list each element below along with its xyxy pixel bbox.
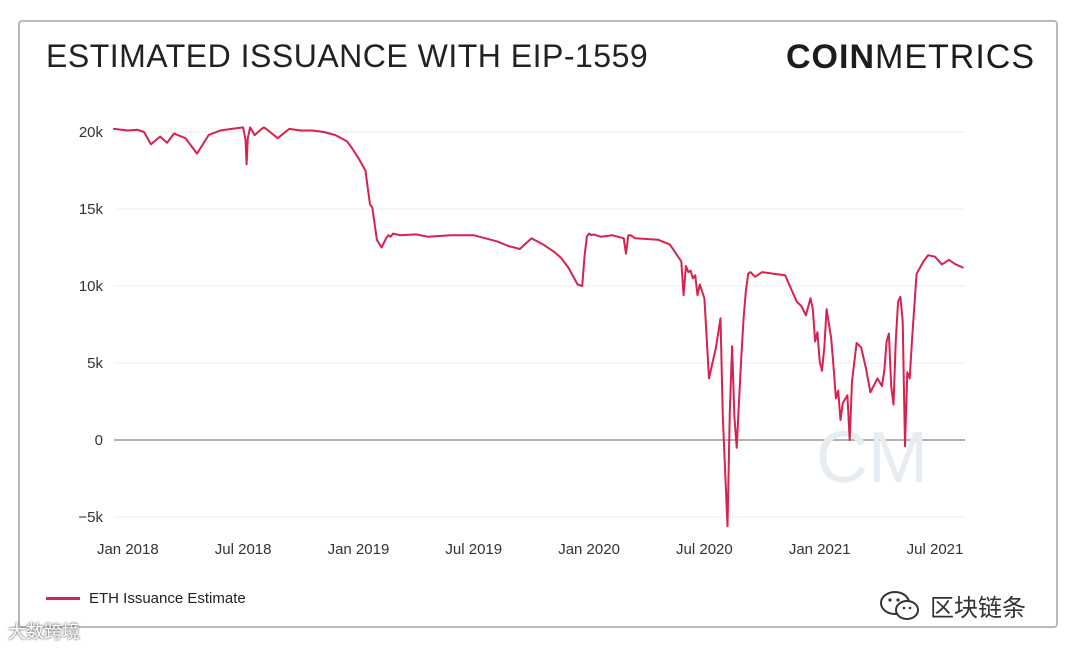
chart-frame xyxy=(18,20,1058,628)
brand-logo: COINMETRICS xyxy=(786,38,1035,77)
chart-title: ESTIMATED ISSUANCE WITH EIP-1559 xyxy=(46,38,649,74)
y-tick-label: 15k xyxy=(79,201,104,218)
x-tick-label: Jul 2019 xyxy=(445,541,502,558)
series-line-0[interactable] xyxy=(113,126,964,528)
wechat-icon xyxy=(880,590,919,620)
y-tick-label: 5k xyxy=(87,355,103,372)
x-tick-label: Jul 2021 xyxy=(907,541,964,558)
x-tick-label: Jul 2020 xyxy=(676,541,733,558)
x-tick-label: Jan 2021 xyxy=(789,541,851,558)
x-tick-label: Jul 2018 xyxy=(215,541,272,558)
chart-watermark: CM xyxy=(816,418,928,498)
brand-logo-bold: COIN xyxy=(786,38,875,76)
legend-label: ETH Issuance Estimate xyxy=(89,590,246,607)
y-tick-label: −5k xyxy=(78,509,103,526)
y-tick-label: 10k xyxy=(79,278,104,295)
legend-swatch xyxy=(46,597,80,600)
y-axis-labels: −5k 0 5k 10k 15k 20k xyxy=(78,124,103,526)
y-tick-label: 20k xyxy=(79,124,104,141)
brand-logo-light: METRICS xyxy=(875,38,1035,76)
watermark-left: 大数跨境 xyxy=(8,618,80,644)
watermark-right-text: 区块链条 xyxy=(930,594,1026,622)
series xyxy=(113,126,964,528)
x-axis-labels: Jan 2018 Jul 2018 Jan 2019 Jul 2019 Jan 2020… xyxy=(97,541,963,558)
x-tick-label: Jan 2018 xyxy=(97,541,159,558)
watermark-right: 区块链条 xyxy=(878,588,1026,623)
x-tick-label: Jan 2019 xyxy=(328,541,390,558)
x-tick-label: Jan 2020 xyxy=(558,541,620,558)
y-tick-label: 0 xyxy=(95,432,103,449)
watermark-left-text: 大数跨境 xyxy=(8,622,80,643)
chart-legend[interactable]: ETH Issuance Estimate xyxy=(46,590,246,607)
